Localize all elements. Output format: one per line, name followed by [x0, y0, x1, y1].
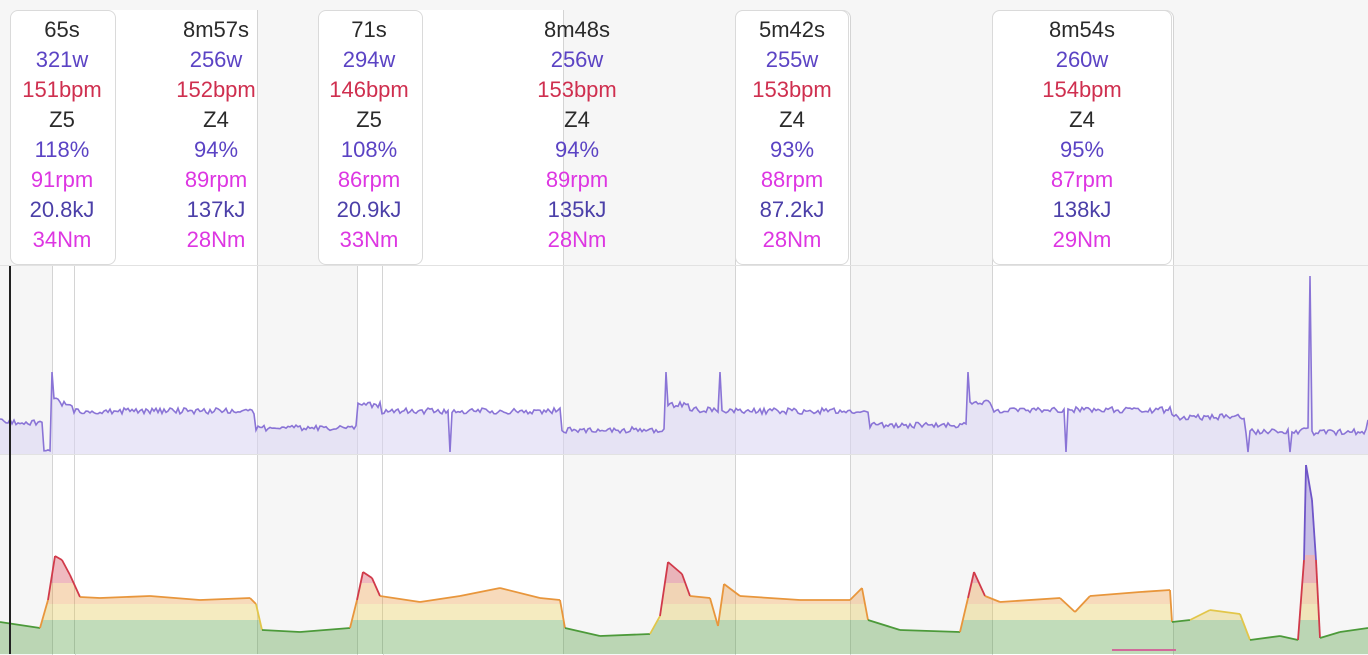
- segment-6-time: 8m54s: [1048, 17, 1116, 42]
- segment-label-box-1: [10, 10, 116, 265]
- power-line: [0, 275, 1368, 453]
- segment-5-zone: Z4: [779, 107, 805, 132]
- segment-1-energy: 20.8kJ: [29, 197, 95, 222]
- segment-5-time: 5m42s: [758, 17, 826, 42]
- segment-1-torque: 34Nm: [32, 227, 92, 252]
- hr-zone-area: [0, 465, 1368, 654]
- segment-label-box-6: [992, 10, 1172, 265]
- segment-2-energy: 137kJ: [186, 197, 246, 222]
- cursor-line: [9, 266, 11, 654]
- segment-4-pct: 94%: [554, 137, 600, 162]
- segment-5-pct: 93%: [769, 137, 815, 162]
- segment-6-cadence: 87rpm: [1050, 167, 1114, 192]
- segment-3-cadence: 86rpm: [337, 167, 401, 192]
- segment-1-hr: 151bpm: [22, 77, 102, 102]
- segment-5-hr: 153bpm: [752, 77, 832, 102]
- segment-4-zone: Z4: [564, 107, 590, 132]
- segment-6-watts: 260w: [1055, 47, 1109, 72]
- segment-2-torque: 28Nm: [186, 227, 246, 252]
- segment-2-pct: 94%: [193, 137, 239, 162]
- segment-6-hr: 154bpm: [1042, 77, 1122, 102]
- segment-3-energy: 20.9kJ: [336, 197, 402, 222]
- segment-1-pct: 118%: [34, 137, 90, 162]
- segment-6-energy: 138kJ: [1052, 197, 1112, 222]
- segment-2-zone: Z4: [203, 107, 229, 132]
- segment-1-zone: Z5: [49, 107, 75, 132]
- segment-4-watts: 256w: [550, 47, 604, 72]
- segment-3-torque: 33Nm: [339, 227, 399, 252]
- segment-2-hr: 152bpm: [176, 77, 256, 102]
- segment-2-watts: 256w: [189, 47, 243, 72]
- segment-5-torque: 28Nm: [762, 227, 822, 252]
- segment-4-energy: 135kJ: [547, 197, 607, 222]
- segment-5-cadence: 88rpm: [760, 167, 824, 192]
- segment-5-watts: 255w: [765, 47, 819, 72]
- segment-label-box-5: [735, 10, 849, 265]
- segment-1-watts: 321w: [35, 47, 89, 72]
- power-area: [0, 276, 1368, 454]
- segment-4-time: 8m48s: [543, 17, 611, 42]
- segment-4-torque: 28Nm: [547, 227, 607, 252]
- segment-2-time: 8m57s: [182, 17, 250, 42]
- stats-divider: [0, 265, 1368, 266]
- segment-6-pct: 95%: [1059, 137, 1105, 162]
- segment-3-pct: 108%: [340, 137, 398, 162]
- segment-3-time: 71s: [351, 17, 387, 42]
- chart-divider: [0, 454, 1368, 455]
- segment-1-cadence: 91rpm: [30, 167, 94, 192]
- segment-4-hr: 153bpm: [537, 77, 617, 102]
- segment-3-zone: Z5: [356, 107, 382, 132]
- hr-zone-line: [0, 464, 1368, 641]
- segment-label-box-3: [318, 10, 423, 265]
- segment-2-cadence: 89rpm: [184, 167, 248, 192]
- segment-6-torque: 29Nm: [1052, 227, 1112, 252]
- segment-5-energy: 87.2kJ: [759, 197, 825, 222]
- segment-6-zone: Z4: [1069, 107, 1095, 132]
- segment-3-hr: 146bpm: [329, 77, 409, 102]
- segment-3-watts: 294w: [342, 47, 396, 72]
- segment-1-time: 65s: [44, 17, 80, 42]
- segment-4-cadence: 89rpm: [545, 167, 609, 192]
